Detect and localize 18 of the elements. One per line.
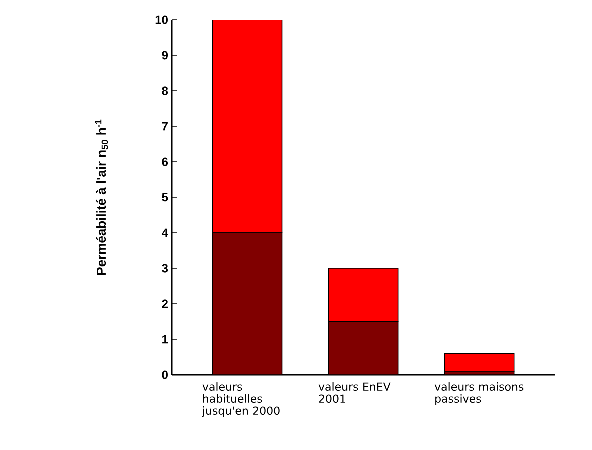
x-tick-label: valeurs EnEV 2001 <box>318 382 391 404</box>
y-axis-title: Perméabilité à l'air n$_{50}$ h$^{-1}$ <box>95 120 108 275</box>
y-tick-label: 3 <box>162 264 168 273</box>
y-tick-label: 9 <box>162 51 168 60</box>
bar <box>328 268 399 322</box>
y-tick-label: 7 <box>162 122 168 131</box>
y-tick-label: 6 <box>162 158 168 166</box>
x-tick-label: valeurs maisons passives <box>434 382 524 406</box>
y-tick-label: 8 <box>162 86 168 96</box>
y-tick-label: 2 <box>162 300 168 308</box>
y-tick-label: 1 <box>162 335 168 344</box>
x-tick-label: valeurs habituelles jusqu'en 2000 <box>202 382 280 418</box>
y-tick-label: 0 <box>162 370 168 380</box>
y-tick-label: 4 <box>162 228 168 238</box>
bar <box>328 321 399 375</box>
y-tick-label: 5 <box>162 193 168 202</box>
y-tick-label: 10 <box>156 16 168 24</box>
bar <box>212 232 283 375</box>
